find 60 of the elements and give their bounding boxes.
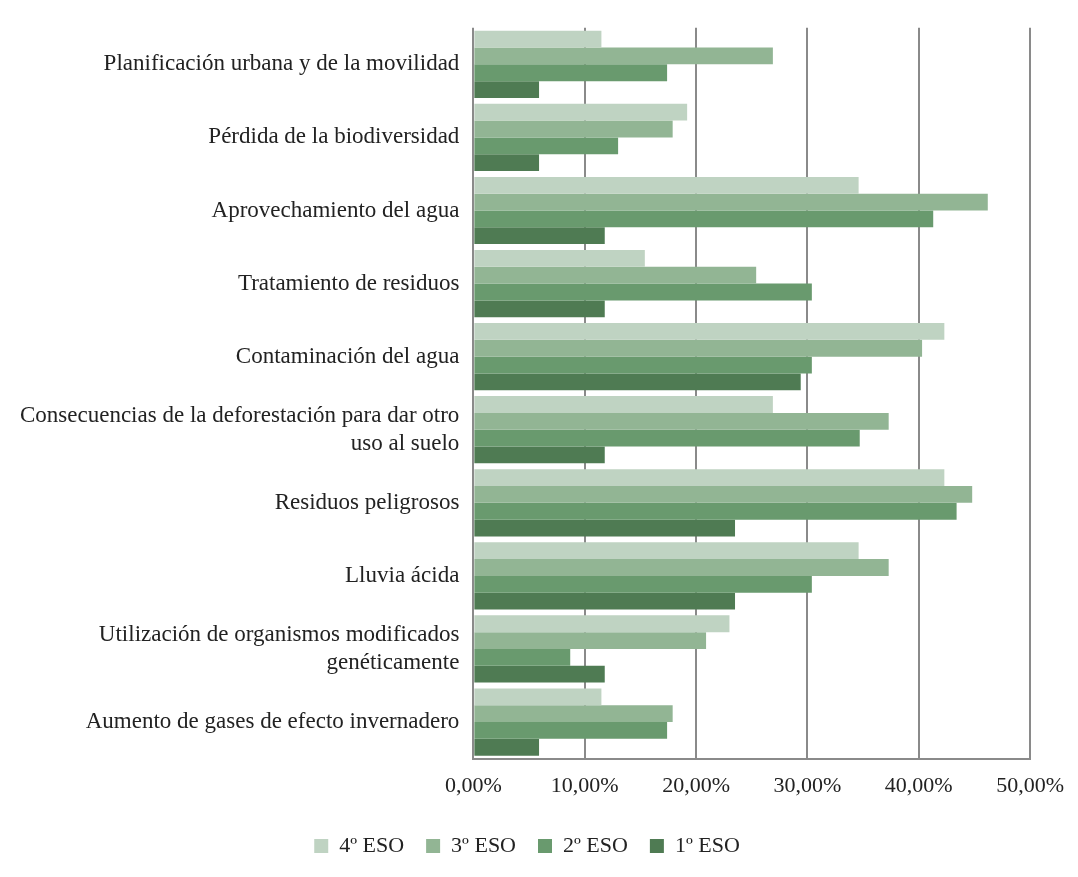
bar — [474, 210, 934, 228]
y-tick-label: Aumento de gases de efecto invernadero — [85, 708, 460, 734]
bar — [474, 283, 812, 301]
bar — [474, 81, 540, 98]
bar — [474, 64, 668, 82]
bar — [474, 542, 859, 560]
bar — [474, 469, 945, 487]
bar — [474, 486, 973, 503]
legend-label: 4º ESO — [339, 831, 405, 857]
bar — [474, 446, 605, 464]
bar — [474, 722, 668, 739]
bar — [474, 339, 923, 357]
bar — [474, 665, 605, 683]
x-tick-label: 10,00% — [550, 771, 619, 797]
y-tick-label: Aprovechamiento del agua — [211, 196, 460, 222]
bar — [474, 738, 540, 756]
bar — [474, 688, 602, 706]
bar — [474, 30, 602, 48]
y-tick-label: Utilización de organismos modificados genéticamente — [98, 621, 460, 674]
legend-label: 2º ESO — [563, 831, 628, 857]
y-tick-label: Contaminación del agua — [235, 342, 460, 368]
x-tick-label: 50,00% — [996, 771, 1064, 797]
bar — [474, 300, 605, 318]
y-tick-label: Pérdida de la biodiversidad — [208, 123, 460, 149]
bar — [474, 227, 605, 245]
bar — [474, 559, 889, 576]
bar — [474, 249, 645, 267]
bar — [474, 519, 736, 537]
bar — [474, 120, 673, 138]
bar — [474, 137, 619, 155]
bar — [474, 103, 688, 121]
bar — [474, 154, 540, 172]
y-tick-label: Consecuencias de la deforestación para dar otro uso al suelo — [20, 401, 460, 455]
bar — [474, 266, 757, 284]
x-tick-label: 0,00% — [444, 771, 502, 797]
bar — [474, 648, 571, 666]
legend-label: 1º ESO — [674, 831, 740, 857]
bar — [474, 47, 773, 65]
y-tick-label: Residuos peligrosos — [274, 488, 460, 514]
y-tick-label: Lluvia ácida — [345, 561, 460, 587]
bar — [474, 323, 945, 340]
bar — [474, 373, 801, 391]
x-tick-label: 20,00% — [662, 771, 730, 797]
bar — [474, 615, 730, 633]
bar — [474, 632, 707, 649]
bar — [474, 412, 889, 430]
y-tick-label: Tratamiento de residuos — [237, 269, 460, 295]
x-tick-label: 40,00% — [884, 771, 953, 797]
bar — [474, 356, 812, 374]
bar — [474, 396, 773, 413]
bar — [474, 705, 673, 723]
bar — [474, 575, 812, 593]
bar — [474, 429, 860, 447]
legend-label: 3º ESO — [451, 831, 517, 857]
x-tick-label: 30,00% — [773, 771, 842, 797]
bar — [474, 176, 859, 194]
y-tick-label: Planificación urbana y de la movilidad — [103, 50, 460, 76]
bar — [474, 592, 736, 610]
bar — [474, 193, 988, 211]
bar — [474, 502, 957, 520]
